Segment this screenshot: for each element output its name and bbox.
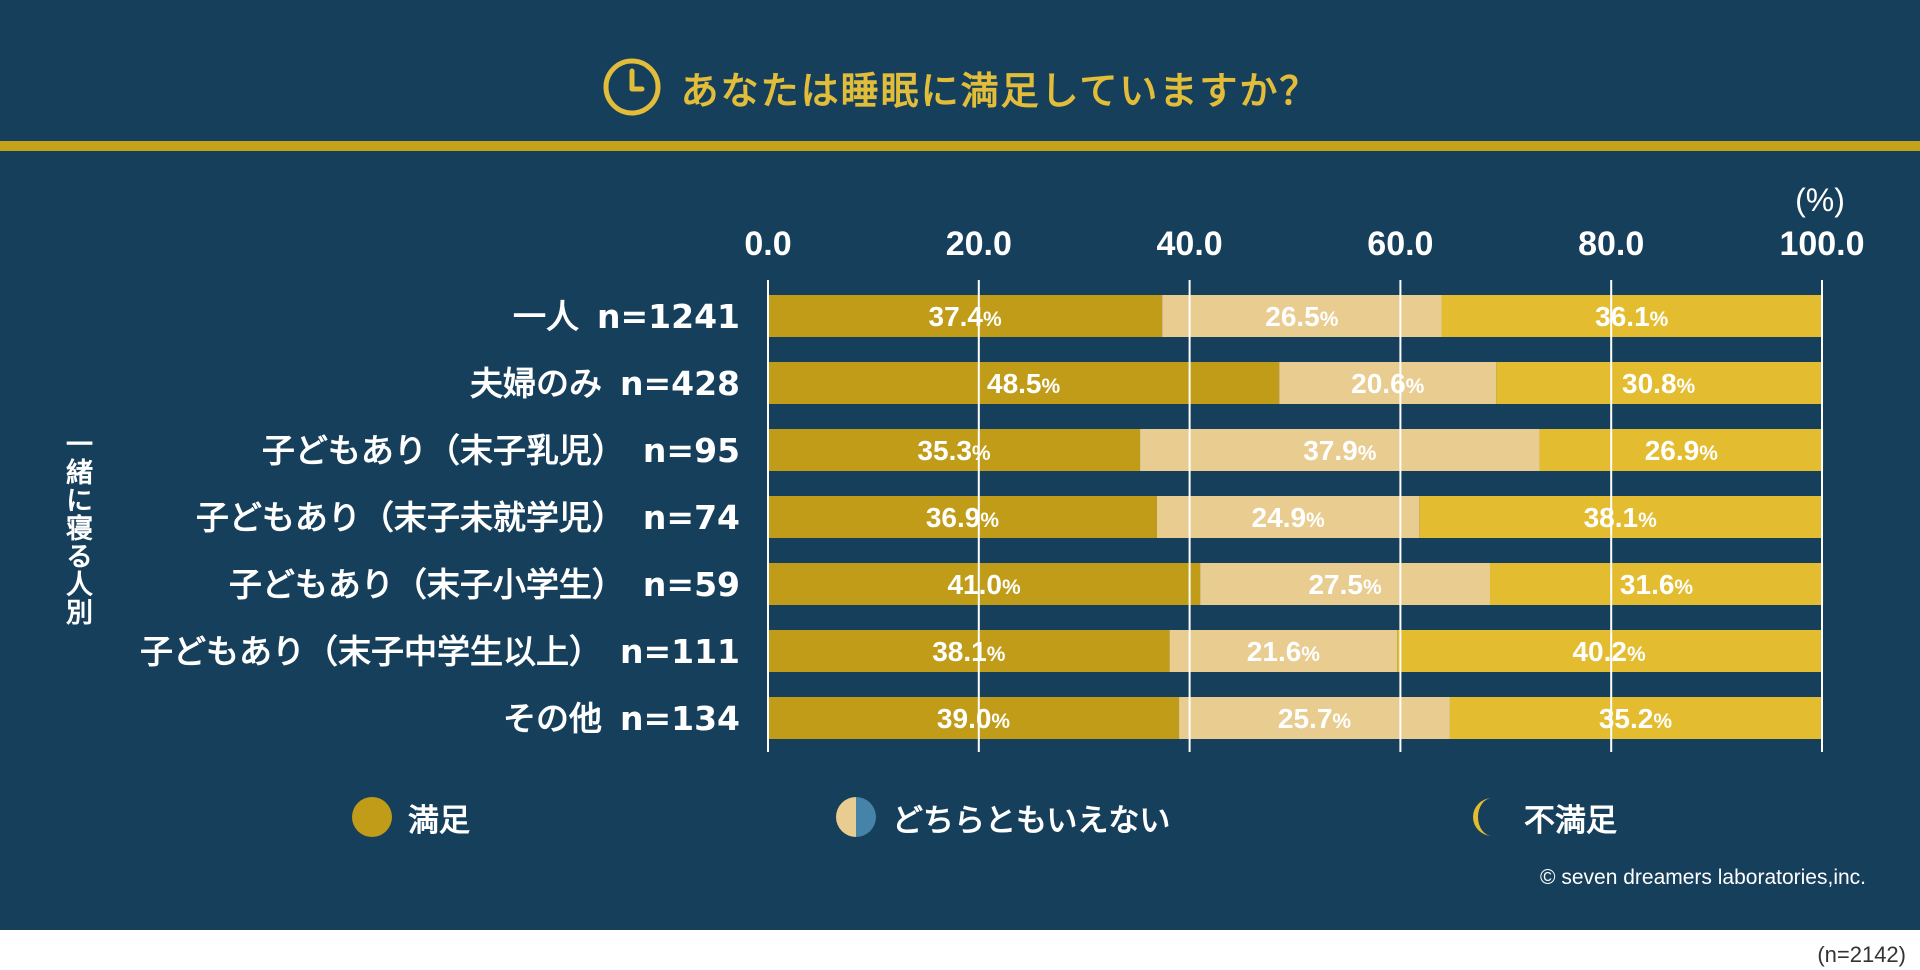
x-tick-label: 20.0 bbox=[946, 225, 1012, 263]
data-label: 25.7% bbox=[1278, 703, 1352, 734]
clock-icon bbox=[603, 58, 661, 116]
bar-segment bbox=[768, 295, 1163, 337]
bar-segment bbox=[768, 630, 1170, 672]
data-label: 26.5% bbox=[1265, 301, 1339, 332]
data-label: 20.6% bbox=[1351, 368, 1425, 399]
data-label: 38.1% bbox=[932, 636, 1006, 667]
data-label: 37.4% bbox=[929, 301, 1003, 332]
data-label: 36.1% bbox=[1595, 301, 1669, 332]
data-label: 24.9% bbox=[1252, 502, 1326, 533]
bar-segment bbox=[1419, 496, 1821, 538]
data-label: 35.3% bbox=[917, 435, 991, 466]
bar-segment bbox=[1449, 697, 1821, 739]
bar-segment bbox=[768, 697, 1180, 739]
unit-label: (%) bbox=[1795, 182, 1845, 218]
stacked-bar-chart: (%) 0.0 20.0 40.0 60.0 80.0 100.0 37.4% 26.5% 36.… bbox=[140, 182, 1865, 752]
bar-segment bbox=[1169, 630, 1398, 672]
group-axis-label: 一緒に寝る人別 bbox=[61, 430, 92, 626]
legend-dissatisfied-label: 不満足 bbox=[1524, 802, 1617, 839]
bar-segment bbox=[1441, 295, 1822, 337]
bar-segment bbox=[1162, 295, 1442, 337]
bar-segment bbox=[1156, 496, 1420, 538]
legend-satisfied: 満足 bbox=[350, 792, 470, 842]
data-label: 36.9% bbox=[926, 502, 1000, 533]
x-tick-label: 80.0 bbox=[1578, 225, 1644, 263]
copyright-text: © seven dreamers laboratories,inc. bbox=[1540, 866, 1866, 889]
category-label: 夫婦のみ n=428 bbox=[470, 364, 740, 403]
data-label: 39.0% bbox=[937, 703, 1011, 734]
full-circle-icon bbox=[352, 797, 392, 837]
bar-segment bbox=[768, 429, 1141, 471]
x-tick-label: 100.0 bbox=[1779, 225, 1864, 263]
sample-size-note: (n=2142) bbox=[1817, 942, 1906, 967]
title-bar: あなたは睡眠に満足していますか？ bbox=[0, 52, 1920, 122]
title-divider bbox=[0, 141, 1920, 151]
data-label: 26.9% bbox=[1645, 435, 1719, 466]
bar-segment bbox=[768, 496, 1157, 538]
bar-segment bbox=[1397, 630, 1821, 672]
data-label: 48.5% bbox=[987, 368, 1061, 399]
data-label: 21.6% bbox=[1247, 636, 1321, 667]
category-label: 子どもあり（末子小学生） n=59 bbox=[229, 565, 740, 604]
data-label: 37.9% bbox=[1303, 435, 1377, 466]
bar-segment bbox=[768, 563, 1201, 605]
category-label: 子どもあり（末子乳児） n=95 bbox=[262, 431, 740, 470]
crescent-moon-icon bbox=[1473, 798, 1492, 836]
x-tick-label: 60.0 bbox=[1367, 225, 1433, 263]
bar-segment bbox=[1140, 429, 1540, 471]
data-label: 35.2% bbox=[1599, 703, 1673, 734]
category-label: 一人 n=1241 bbox=[513, 297, 740, 336]
bar-segment bbox=[1200, 563, 1490, 605]
category-label: 子どもあり（末子中学生以上） n=111 bbox=[140, 632, 740, 671]
bar-segment bbox=[1539, 429, 1824, 471]
chart-title: あなたは睡眠に満足していますか？ bbox=[680, 68, 1320, 113]
data-label: 41.0% bbox=[947, 569, 1021, 600]
bar-segment bbox=[1489, 563, 1824, 605]
legend-dissatisfied: 不満足 bbox=[1466, 792, 1617, 842]
half-circle-icon bbox=[836, 797, 876, 837]
bar-segment bbox=[1179, 697, 1450, 739]
category-label: 子どもあり（末子未就学児） n=74 bbox=[196, 498, 740, 537]
data-label: 40.2% bbox=[1572, 636, 1646, 667]
bar-segment bbox=[1279, 362, 1497, 404]
legend-satisfied-label: 満足 bbox=[408, 802, 470, 839]
legend-neutral-label: どちらともいえない bbox=[892, 802, 1171, 839]
x-tick-label: 40.0 bbox=[1157, 225, 1223, 263]
bar-segment bbox=[768, 362, 1280, 404]
category-label: その他 n=134 bbox=[503, 699, 740, 738]
legend-neutral: どちらともいえない bbox=[834, 792, 1170, 842]
data-label: 27.5% bbox=[1308, 569, 1382, 600]
data-label: 30.8% bbox=[1622, 368, 1696, 399]
x-tick-label: 0.0 bbox=[744, 225, 791, 263]
bar-segment bbox=[1496, 362, 1821, 404]
data-label: 31.6% bbox=[1620, 569, 1694, 600]
